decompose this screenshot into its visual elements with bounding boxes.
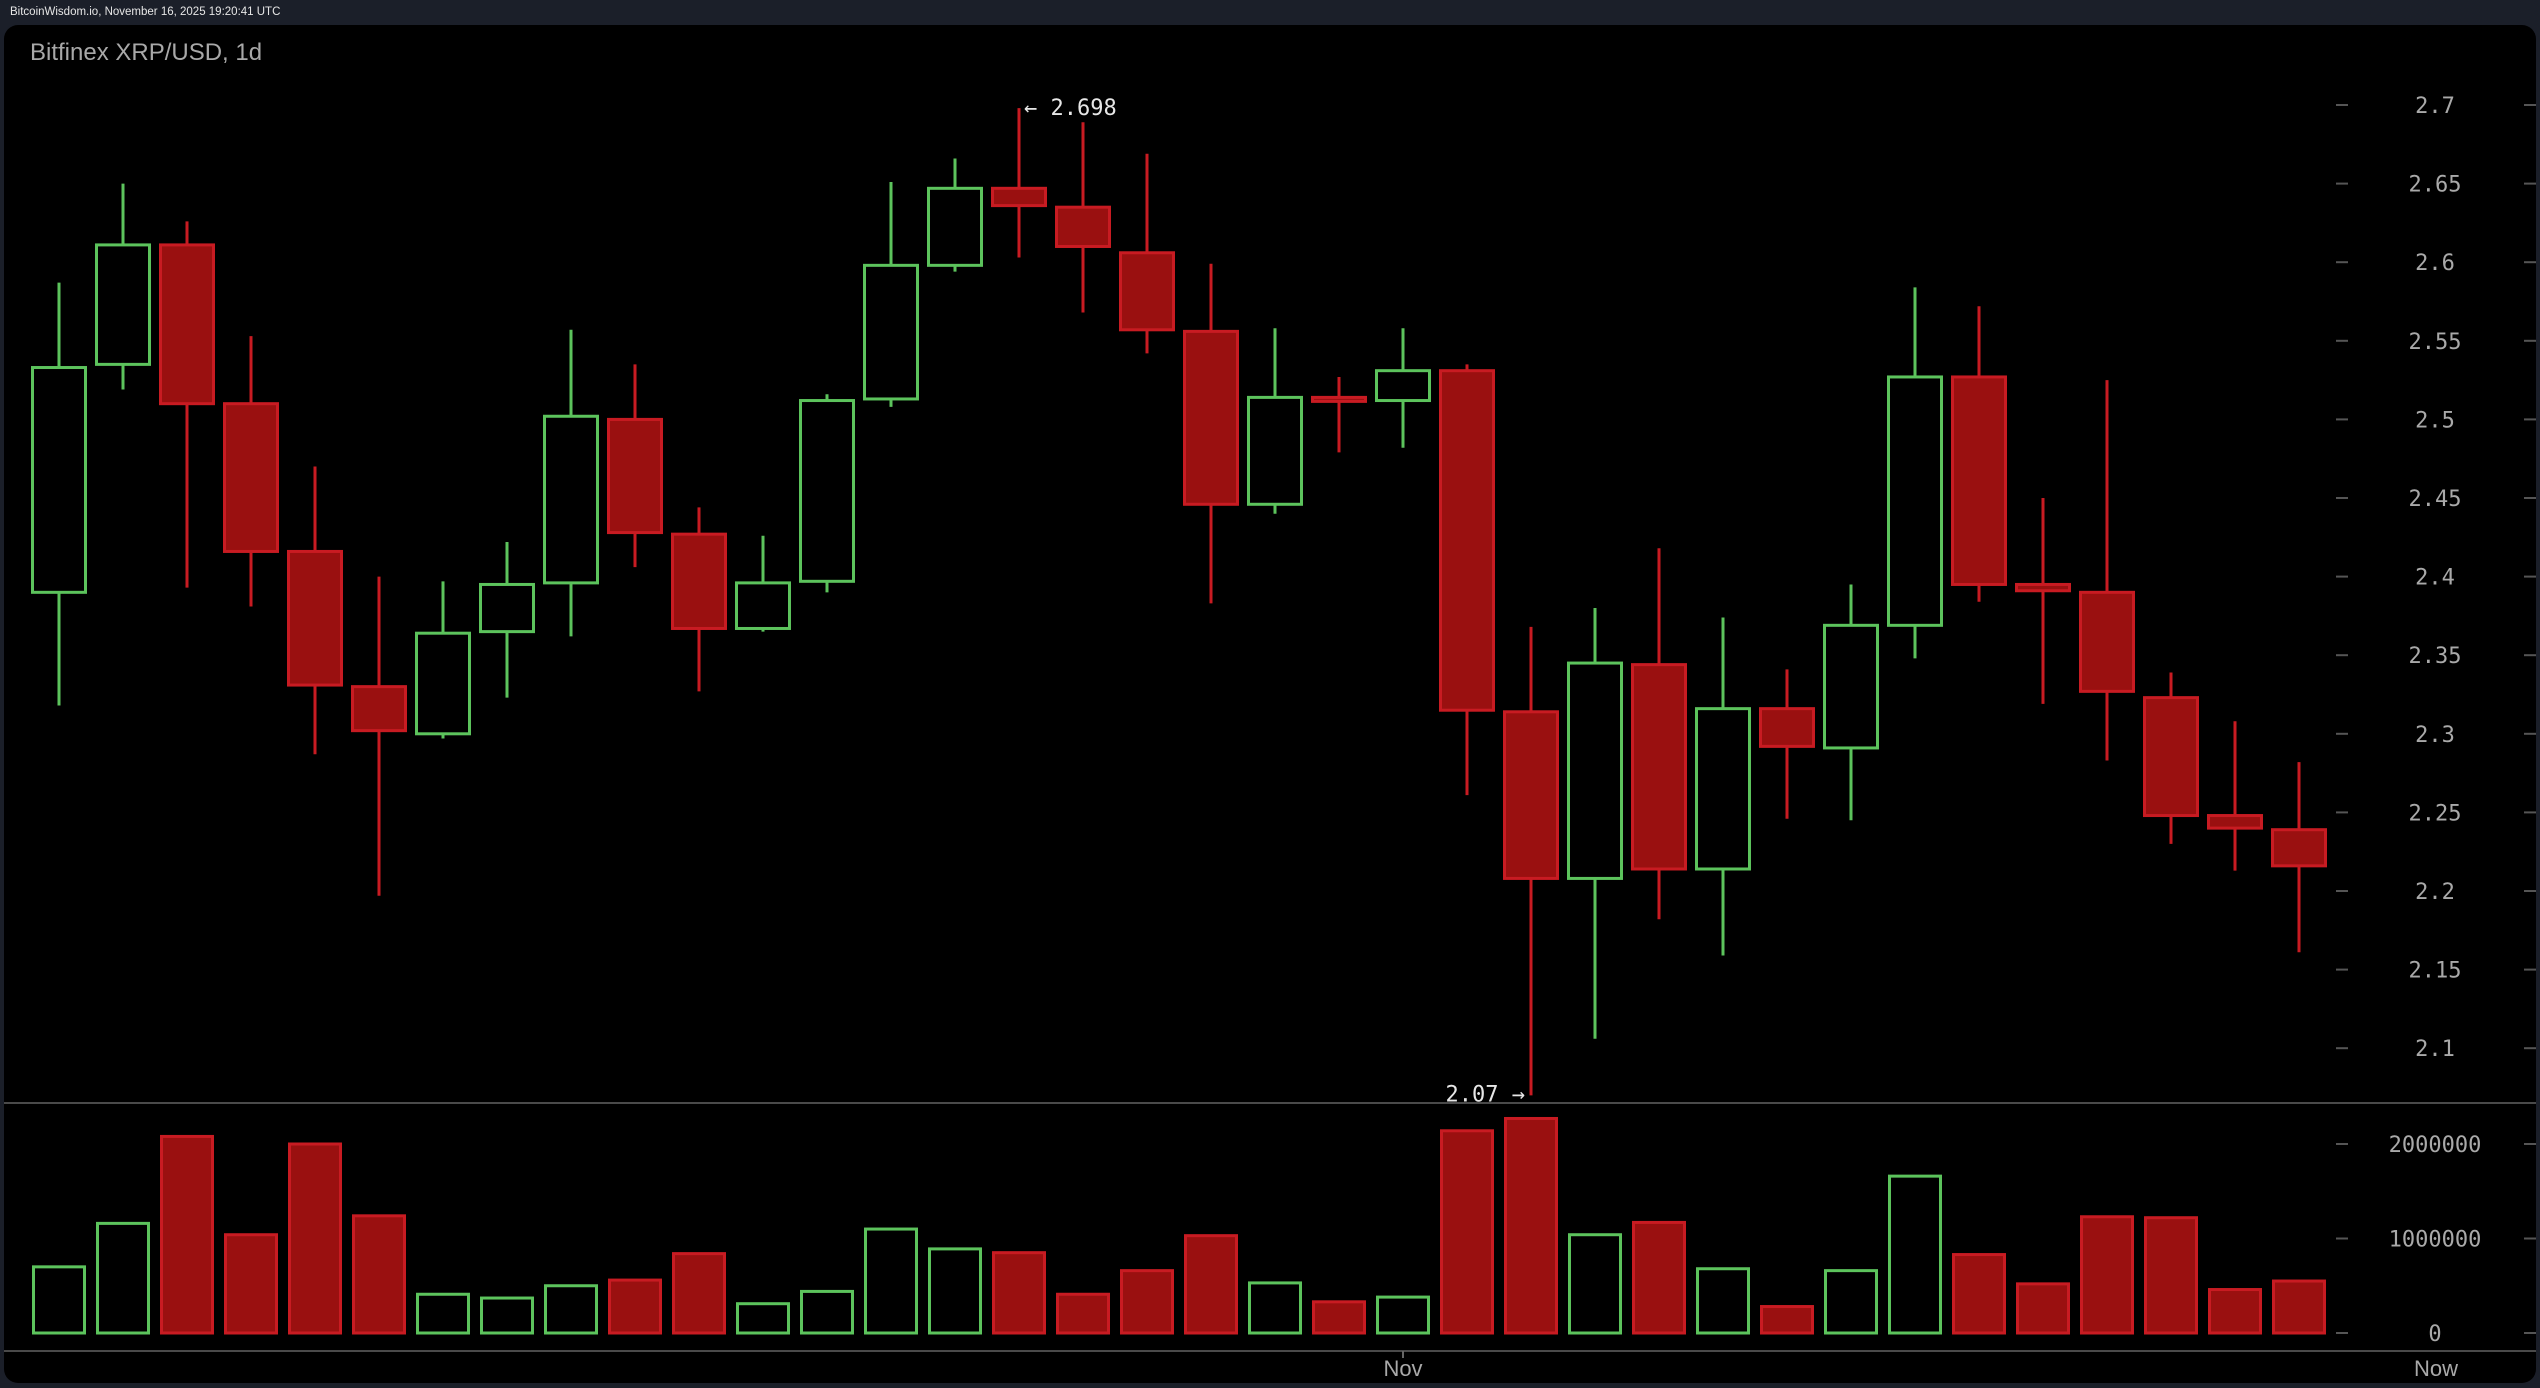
candle-up <box>31 366 87 594</box>
volume-bar-up <box>1824 1269 1878 1335</box>
candle-up <box>863 263 919 401</box>
volume-bar-up <box>1376 1295 1430 1335</box>
volume-bar-down <box>1504 1116 1558 1335</box>
volume-bar-down <box>224 1233 278 1335</box>
volume-bar-up <box>1248 1281 1302 1335</box>
candle-up <box>415 631 471 736</box>
candle-down <box>1759 707 1815 748</box>
candle-up <box>1375 369 1431 403</box>
volume-bar-down <box>2208 1288 2262 1335</box>
y-tick-label: 2.45 <box>2409 487 2462 512</box>
y-tick-label: 2.6 <box>2415 251 2455 276</box>
candle-down <box>2015 582 2071 593</box>
volume-bar-down <box>1632 1220 1686 1335</box>
y-tick-label: 2.15 <box>2409 959 2462 984</box>
chart-panel[interactable]: 2.1 2.15 2.2 2.25 2.3 2.35 2.4 2.45 2.5 2.55 2.6 2.… <box>4 25 2536 1383</box>
candle-down <box>1631 663 1687 871</box>
vol-tick-label: 1000000 <box>2389 1228 2482 1253</box>
y-tick-label: 2.55 <box>2409 330 2462 355</box>
volume-bar-up <box>928 1247 982 1335</box>
candle-down <box>671 532 727 630</box>
candle-down <box>2271 828 2327 868</box>
volume-bar-down <box>2272 1279 2326 1335</box>
candle-down <box>1183 329 1239 506</box>
volume-bar-down <box>288 1142 342 1335</box>
volume-bar-down <box>160 1134 214 1335</box>
candle-down <box>1311 395 1367 403</box>
y-tick-label: 2.35 <box>2409 644 2462 669</box>
candle-up <box>1695 707 1751 871</box>
volume-bar-down <box>2080 1215 2134 1335</box>
candle-down <box>607 417 663 535</box>
candle-down <box>1119 251 1175 332</box>
volume-bar-up <box>1568 1233 1622 1335</box>
volume-bar-down <box>1312 1300 1366 1335</box>
candle-down <box>287 549 343 687</box>
volume-bar-up <box>736 1302 790 1335</box>
volume-bar-down <box>992 1251 1046 1335</box>
volume-bar-down <box>1184 1234 1238 1335</box>
volume-bar-up <box>480 1296 534 1335</box>
y-tick-label: 2.4 <box>2415 566 2455 591</box>
volume-bar-up <box>1696 1267 1750 1335</box>
volume-bar-up <box>864 1227 918 1335</box>
candle-up <box>1567 661 1623 880</box>
volume-bar-down <box>2016 1282 2070 1335</box>
candle-up <box>735 581 791 630</box>
volume-bar-down <box>1760 1305 1814 1335</box>
volume-bar-down <box>608 1278 662 1335</box>
volume-bar-down <box>1056 1292 1110 1335</box>
candle-up <box>95 243 151 366</box>
candle-down <box>2079 590 2135 693</box>
y-tick-label: 2.3 <box>2415 723 2455 748</box>
x-tick-label: Now <box>2414 1356 2458 1381</box>
candle-down <box>1951 375 2007 586</box>
volume-bar-up <box>32 1265 86 1335</box>
volume-bar-up <box>544 1284 598 1335</box>
high-annotation: ← 2.698 <box>1024 96 1117 121</box>
volume-bar-down <box>352 1214 406 1335</box>
y-tick-label: 2.7 <box>2415 94 2455 119</box>
volume-bar-down <box>2144 1216 2198 1335</box>
volume-bar-down <box>672 1252 726 1335</box>
y-tick-label: 2.2 <box>2415 880 2455 905</box>
candle-down <box>159 243 215 406</box>
volume-bar-up <box>416 1292 470 1335</box>
y-tick-label: 2.65 <box>2409 173 2462 198</box>
vol-tick-label: 2000000 <box>2389 1133 2482 1158</box>
candle-up <box>543 414 599 585</box>
volume-bar-up <box>800 1289 854 1335</box>
candle-up <box>479 582 535 634</box>
candle-down <box>351 685 407 733</box>
volume-bar-down <box>1440 1129 1494 1335</box>
volume-bar-down <box>1120 1269 1174 1335</box>
candle-down <box>1055 205 1111 248</box>
volume-bar-up <box>96 1221 150 1335</box>
top-status-bar: BitcoinWisdom.io, November 16, 2025 19:2… <box>0 0 2540 25</box>
candle-down <box>1503 710 1559 880</box>
candle-up <box>1247 395 1303 506</box>
vol-tick-label: 0 <box>2428 1322 2441 1347</box>
candle-down <box>991 186 1047 208</box>
candle-down <box>223 402 279 553</box>
candle-up <box>1887 375 1943 627</box>
candle-up <box>799 399 855 583</box>
volume-bar-up <box>1888 1174 1942 1335</box>
candle-down <box>2143 696 2199 818</box>
low-annotation: 2.07 → <box>1446 1082 1525 1107</box>
candle-down <box>2207 814 2263 830</box>
candle-up <box>1823 623 1879 750</box>
y-tick-label: 2.25 <box>2409 801 2462 826</box>
y-tick-label: 2.1 <box>2415 1037 2455 1062</box>
x-tick-label: Nov <box>1383 1356 1422 1381</box>
candle-up <box>927 186 983 267</box>
volume-bar-down <box>1952 1253 2006 1335</box>
chart-title: Bitfinex XRP/USD, 1d <box>30 39 263 66</box>
y-tick-label: 2.5 <box>2415 408 2455 433</box>
candle-down <box>1439 369 1495 712</box>
source-timestamp: BitcoinWisdom.io, November 16, 2025 19:2… <box>10 6 281 18</box>
candlestick-chart[interactable]: 2.1 2.15 2.2 2.25 2.3 2.35 2.4 2.45 2.5 2.55 2.6 2.… <box>4 25 2536 1383</box>
